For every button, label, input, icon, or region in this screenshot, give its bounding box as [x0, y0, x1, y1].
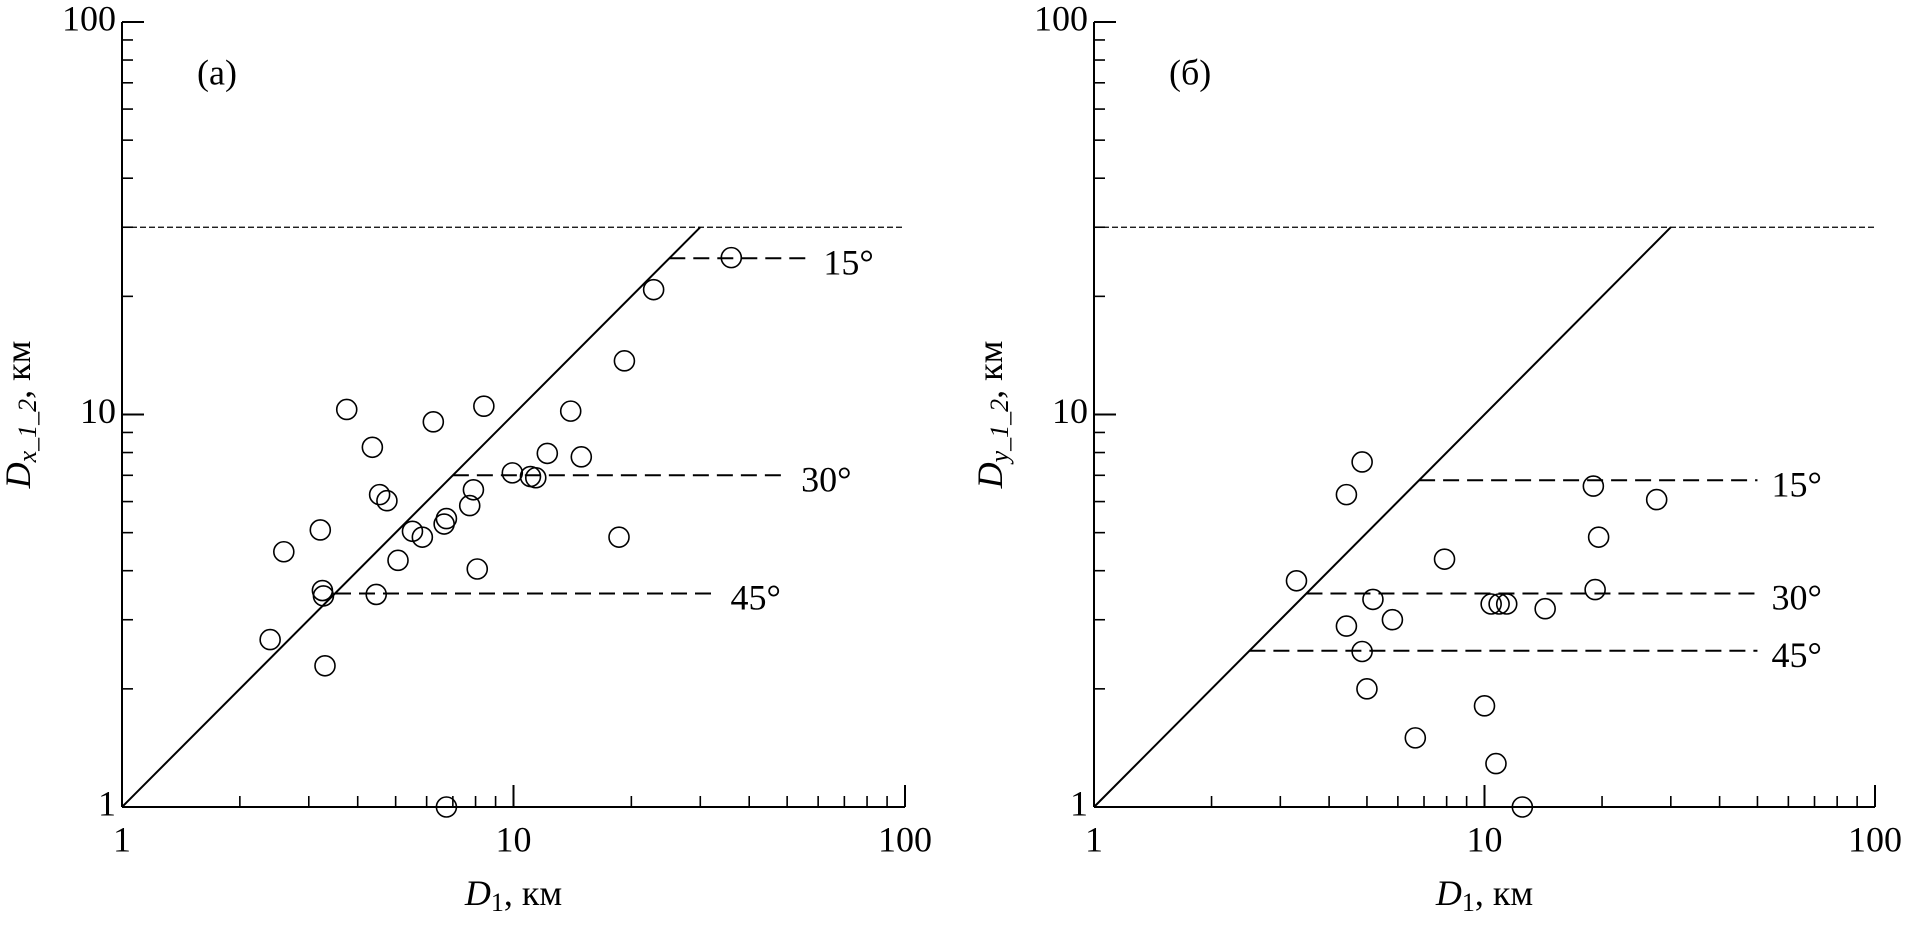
point	[1404, 727, 1427, 749]
x-tick-label: 10	[1467, 819, 1503, 859]
x-tick-label: 100	[1848, 819, 1902, 859]
point	[314, 654, 336, 677]
angle-label: 15°	[823, 243, 873, 283]
point	[1488, 593, 1510, 615]
point	[1480, 593, 1502, 615]
y-tick-label: 100	[1034, 0, 1088, 38]
point	[411, 526, 434, 548]
point	[1362, 588, 1384, 611]
point	[273, 540, 295, 563]
panel-label: (а)	[197, 52, 237, 92]
x-axis-title: D1, км	[464, 873, 562, 917]
point	[361, 436, 384, 459]
point	[642, 278, 665, 301]
point	[1511, 796, 1534, 818]
angle-label: 30°	[1771, 578, 1821, 618]
point	[1381, 608, 1404, 631]
x-title-sub: 1	[1462, 888, 1475, 917]
point	[608, 526, 630, 548]
point	[1356, 678, 1378, 700]
y-tick-label: 10	[1052, 391, 1088, 431]
angle-label: 45°	[730, 578, 780, 618]
point	[1495, 593, 1518, 615]
y-tick-label: 1	[98, 783, 116, 823]
x-axis-title: D1, км	[1435, 873, 1533, 917]
point	[1433, 548, 1456, 570]
y-title-main: D	[970, 462, 1010, 489]
y-title-unit: , км	[0, 341, 38, 399]
y-tick-label: 100	[62, 0, 116, 38]
x-title-unit: , км	[1475, 873, 1533, 913]
point	[720, 246, 743, 269]
reference-line	[1093, 226, 1672, 808]
y-axis-title: Dx_1_2, км	[0, 341, 42, 490]
point	[613, 350, 636, 372]
y-tick-label: 1	[1070, 783, 1088, 823]
point	[1587, 526, 1610, 548]
point	[1351, 640, 1373, 663]
point	[473, 395, 495, 417]
reference-line	[121, 226, 702, 808]
point	[312, 585, 335, 607]
point	[501, 462, 524, 484]
point	[1285, 569, 1308, 592]
point	[435, 796, 458, 818]
point	[387, 549, 409, 572]
point	[365, 583, 388, 606]
point	[422, 411, 445, 433]
x-tick-label: 1	[113, 819, 131, 859]
point	[1335, 483, 1358, 506]
y-title-sub: x_1_2	[13, 399, 42, 464]
point	[1582, 475, 1605, 497]
point	[376, 489, 398, 512]
point	[536, 442, 559, 465]
point	[1351, 451, 1373, 473]
panel-label: (б)	[1169, 52, 1211, 92]
y-axis-title: Dy_1_2, км	[970, 341, 1014, 490]
point	[1473, 695, 1496, 717]
angle-label: 45°	[1771, 635, 1821, 675]
point	[309, 519, 332, 541]
x-tick-label: 10	[496, 819, 532, 859]
point	[1645, 488, 1668, 511]
point	[466, 558, 489, 580]
y-title-main: D	[0, 462, 38, 489]
y-title-sub: y_1_2	[985, 399, 1014, 466]
angle-label: 30°	[801, 460, 851, 500]
point	[524, 466, 547, 489]
x-tick-label: 100	[878, 819, 932, 859]
x-title-unit: , км	[504, 873, 562, 913]
x-title-sub: 1	[491, 888, 504, 917]
point	[368, 483, 391, 506]
point	[1584, 578, 1606, 601]
y-title-unit: , км	[970, 341, 1010, 399]
point	[1335, 615, 1358, 637]
x-title-main: D	[1435, 873, 1462, 913]
point	[570, 446, 593, 468]
point	[335, 398, 358, 421]
x-title-main: D	[464, 873, 491, 913]
point	[462, 478, 485, 501]
point	[559, 400, 582, 422]
x-tick-label: 1	[1085, 819, 1103, 859]
point	[259, 628, 281, 651]
point	[1534, 597, 1556, 620]
point	[435, 507, 458, 530]
angle-label: 15°	[1771, 465, 1821, 505]
point	[1485, 752, 1507, 775]
y-tick-label: 10	[80, 391, 116, 431]
point	[458, 494, 481, 517]
